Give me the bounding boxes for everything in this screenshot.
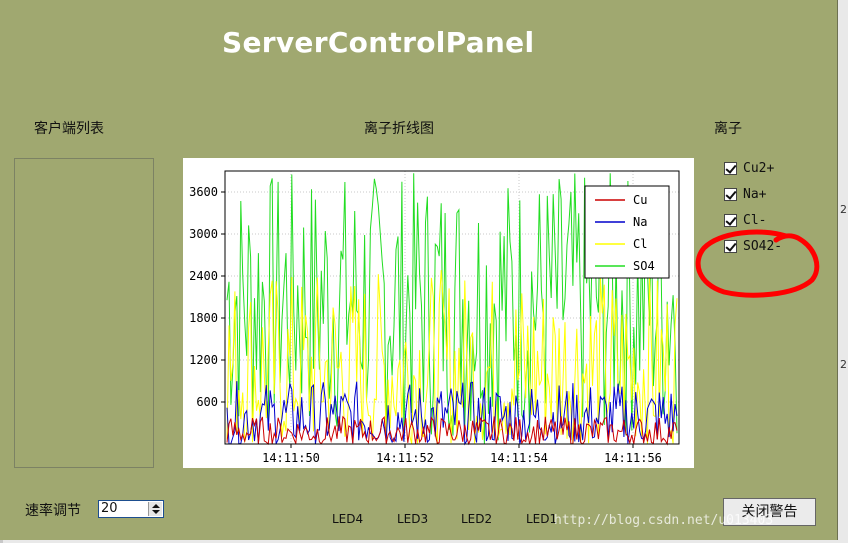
x-tick-label: 14:11:52: [376, 451, 434, 465]
x-tick-label: 14:11:50: [262, 451, 320, 465]
app-title: ServerControlPanel: [222, 26, 535, 59]
series-line-cu: [226, 415, 678, 446]
ion-chart-label: 离子折线图: [364, 121, 434, 137]
check-mark-icon: [725, 187, 737, 200]
series-line-cl: [226, 270, 678, 445]
legend-label-na: Na: [633, 215, 647, 229]
close-warning-button[interactable]: 关闭警告: [723, 498, 816, 526]
check-mark-icon: [725, 213, 737, 226]
checkbox-icon[interactable]: [724, 187, 737, 201]
y-tick-label: 1200: [189, 353, 218, 367]
edge-mark: 2: [840, 358, 847, 371]
legend-label-cl: Cl: [633, 237, 647, 251]
led4-label: LED4: [332, 512, 364, 526]
y-tick-label: 600: [196, 395, 218, 409]
y-tick-label: 3600: [189, 185, 218, 199]
spin-buttons[interactable]: [148, 502, 162, 516]
ion-line-chart: 600 1200 1800 2400 3000 3600 14:11:50 14:11:52 1…: [183, 158, 694, 468]
x-tick-label: 14:11:54: [490, 451, 548, 465]
ion-checkbox-na[interactable]: Na+: [724, 184, 766, 204]
chart-canvas: 600 1200 1800 2400 3000 3600 14:11:50 14:11:52 1…: [189, 170, 680, 465]
legend-label-cu: Cu: [633, 193, 647, 207]
y-tick-label: 3000: [189, 227, 218, 241]
plot-frame: [224, 170, 680, 445]
watermark: http://blog.csdn.net/u013403: [554, 513, 774, 528]
red-circle-annotation: [695, 229, 820, 298]
led3-label: LED3: [397, 512, 429, 526]
series-line-na: [226, 381, 678, 446]
ion-label-na: Na+: [743, 186, 767, 202]
legend-label-so4: SO4: [633, 259, 655, 273]
ion-label-so4: SO42-: [743, 238, 783, 254]
edge-mark: 2: [840, 203, 847, 216]
spin-up-icon[interactable]: [152, 504, 160, 508]
check-mark-icon: [725, 161, 737, 174]
led2-label: LED2: [461, 512, 493, 526]
ion-label-cu: Cu2+: [743, 160, 775, 176]
ions-label: 离子: [714, 121, 742, 137]
checkbox-icon[interactable]: [724, 213, 737, 227]
spin-down-icon[interactable]: [152, 510, 160, 514]
ion-checkbox-cu[interactable]: Cu2+: [724, 158, 774, 178]
speed-value: 20: [101, 501, 118, 516]
y-tick-label: 2400: [189, 269, 218, 283]
checkbox-icon[interactable]: [724, 239, 737, 253]
y-tick-label: 1800: [189, 311, 218, 325]
legend-box: [584, 185, 670, 279]
checkbox-icon[interactable]: [724, 161, 737, 175]
speed-spinbox[interactable]: 20: [98, 500, 164, 518]
client-list[interactable]: [14, 158, 154, 468]
x-tick-label: 14:11:56: [604, 451, 662, 465]
ion-label-cl: Cl-: [743, 212, 767, 228]
client-list-label: 客户端列表: [34, 121, 104, 137]
speed-label: 速率调节: [25, 503, 81, 519]
ion-checkbox-cl[interactable]: Cl-: [724, 210, 766, 230]
led1-label: LED1: [526, 512, 558, 526]
ion-checkbox-so4[interactable]: SO42-: [724, 236, 782, 256]
